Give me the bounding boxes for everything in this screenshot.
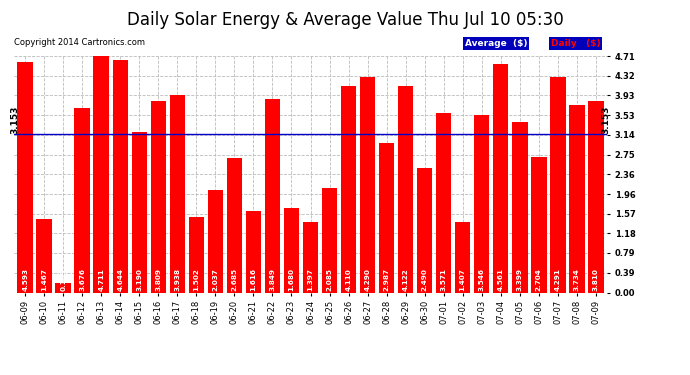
- Text: 2.685: 2.685: [231, 268, 237, 291]
- Text: 3.849: 3.849: [270, 268, 275, 291]
- Text: 4.110: 4.110: [346, 269, 351, 291]
- Text: 3.809: 3.809: [155, 268, 161, 291]
- Text: 0.183: 0.183: [60, 268, 66, 291]
- Text: Copyright 2014 Cartronics.com: Copyright 2014 Cartronics.com: [14, 38, 145, 47]
- Text: 3.810: 3.810: [593, 268, 599, 291]
- Text: 1.680: 1.680: [288, 268, 295, 291]
- Text: 3.153: 3.153: [10, 106, 19, 134]
- Text: 3.734: 3.734: [574, 269, 580, 291]
- Bar: [150, 102, 166, 292]
- Bar: [322, 188, 337, 292]
- Bar: [512, 122, 528, 292]
- Bar: [246, 211, 262, 292]
- Bar: [417, 168, 433, 292]
- Bar: [341, 86, 356, 292]
- Text: Daily   ($): Daily ($): [551, 39, 600, 48]
- Text: 1.407: 1.407: [460, 269, 466, 291]
- Text: 4.290: 4.290: [364, 268, 371, 291]
- Bar: [75, 108, 90, 292]
- Bar: [37, 219, 52, 292]
- Bar: [170, 95, 185, 292]
- Text: 1.616: 1.616: [250, 268, 257, 291]
- Text: 4.644: 4.644: [117, 268, 124, 291]
- Text: 1.502: 1.502: [193, 268, 199, 291]
- Bar: [359, 77, 375, 292]
- Bar: [303, 222, 318, 292]
- Text: 2.037: 2.037: [213, 269, 219, 291]
- Bar: [93, 56, 109, 292]
- Text: 4.122: 4.122: [402, 269, 408, 291]
- Text: 2.704: 2.704: [535, 269, 542, 291]
- Bar: [132, 132, 147, 292]
- Bar: [569, 105, 584, 292]
- Text: 3.190: 3.190: [137, 268, 142, 291]
- Text: 4.711: 4.711: [98, 269, 104, 291]
- Text: 3.938: 3.938: [175, 268, 180, 291]
- Text: 2.987: 2.987: [384, 268, 390, 291]
- Text: 3.399: 3.399: [517, 268, 523, 291]
- Bar: [55, 284, 71, 292]
- Bar: [531, 157, 546, 292]
- Bar: [493, 64, 509, 292]
- Text: 4.593: 4.593: [22, 268, 28, 291]
- Bar: [265, 99, 280, 292]
- Text: 2.490: 2.490: [422, 268, 428, 291]
- Text: 1.467: 1.467: [41, 268, 47, 291]
- Text: 1.397: 1.397: [308, 268, 313, 291]
- Bar: [226, 158, 242, 292]
- Text: 3.546: 3.546: [479, 268, 484, 291]
- Text: Average  ($): Average ($): [465, 39, 527, 48]
- Text: 4.291: 4.291: [555, 268, 561, 291]
- Bar: [550, 77, 566, 292]
- Bar: [455, 222, 471, 292]
- Bar: [474, 115, 489, 292]
- Bar: [208, 190, 223, 292]
- Bar: [112, 60, 128, 292]
- Text: 3.571: 3.571: [441, 268, 446, 291]
- Text: 3.676: 3.676: [79, 268, 86, 291]
- Text: 2.085: 2.085: [326, 268, 333, 291]
- Bar: [588, 101, 604, 292]
- Bar: [188, 217, 204, 292]
- Text: 3.153: 3.153: [602, 106, 611, 134]
- Bar: [379, 142, 395, 292]
- Text: Daily Solar Energy & Average Value Thu Jul 10 05:30: Daily Solar Energy & Average Value Thu J…: [127, 11, 563, 29]
- Bar: [398, 86, 413, 292]
- Bar: [284, 208, 299, 292]
- Bar: [436, 113, 451, 292]
- Text: 4.561: 4.561: [497, 268, 504, 291]
- Bar: [17, 62, 33, 292]
